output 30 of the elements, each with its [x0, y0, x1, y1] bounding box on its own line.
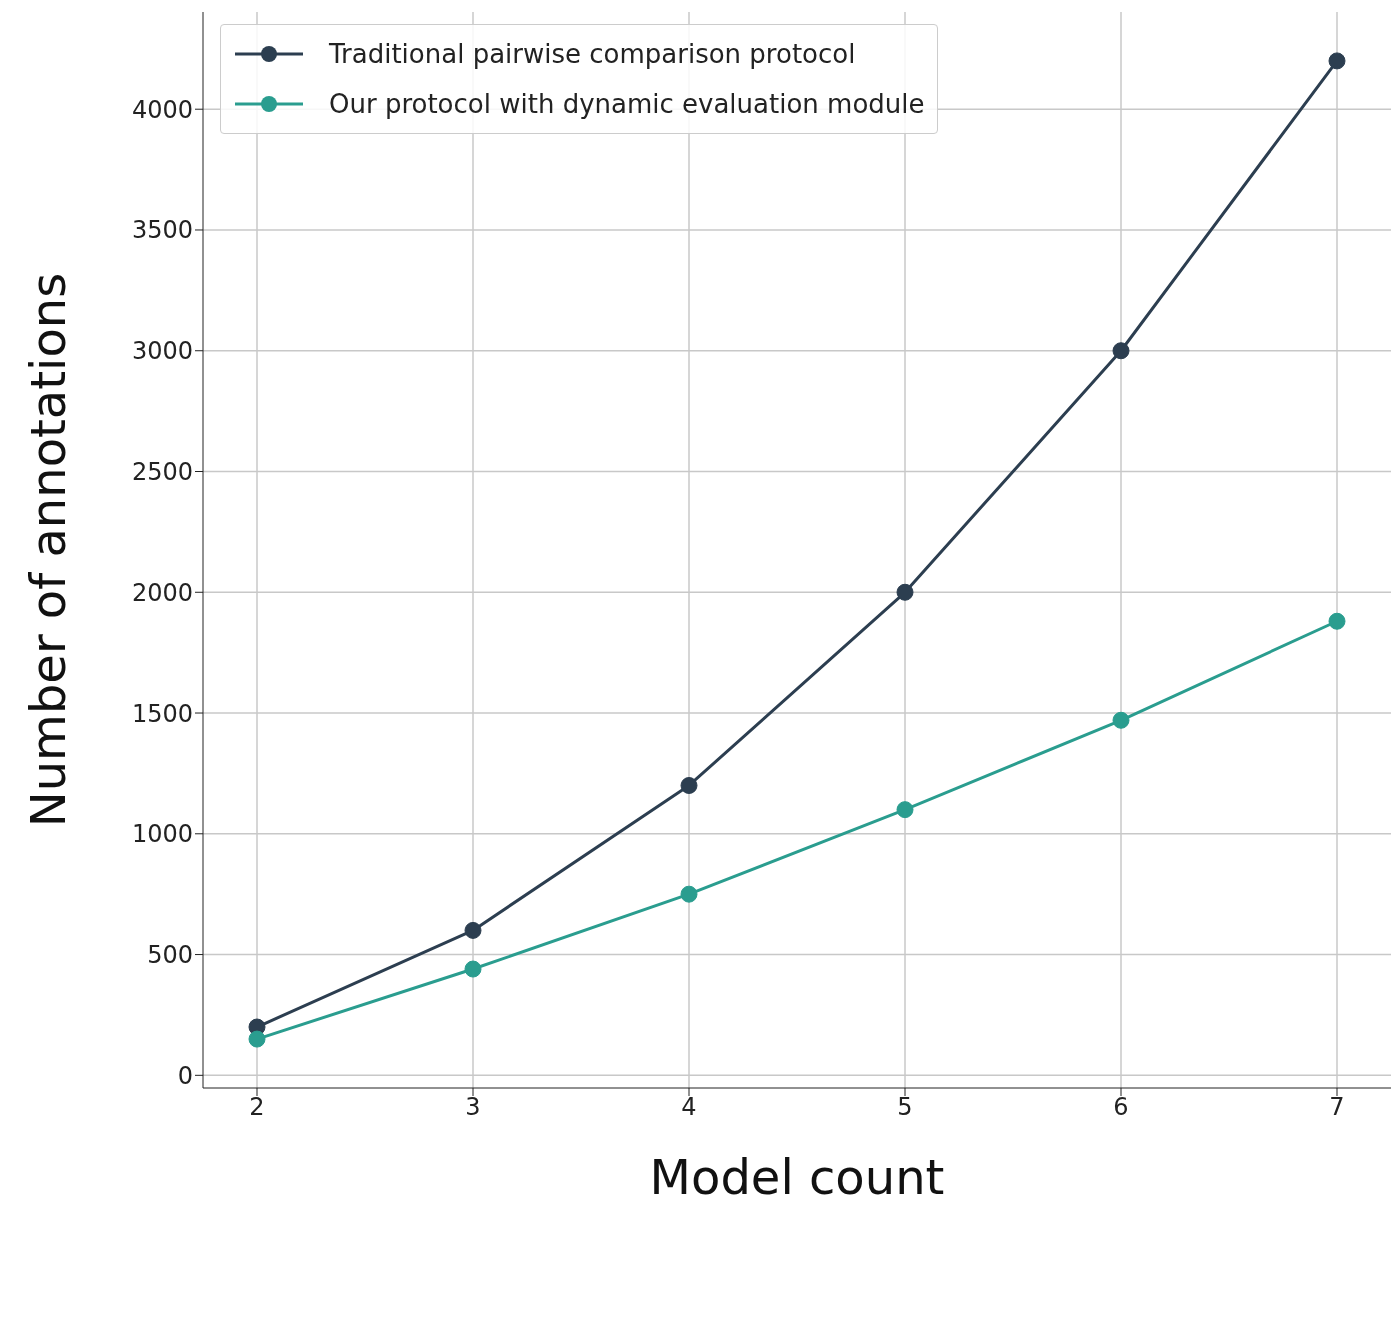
point	[248, 1030, 266, 1048]
x-tick-label: 2	[249, 1093, 265, 1122]
y-tick-label: 500	[147, 941, 193, 970]
x-tick-label: 6	[1113, 1093, 1129, 1122]
y-tick-label: 1500	[131, 699, 193, 728]
point	[1112, 342, 1130, 360]
y-tick-label: 1000	[131, 820, 193, 849]
y-tick-label: 2000	[131, 578, 193, 607]
x-tick-label: 3	[465, 1093, 481, 1122]
y-tick-label: 4000	[131, 95, 193, 124]
point	[1112, 711, 1130, 729]
point	[680, 776, 698, 794]
x-axis-title: Model count	[649, 1149, 945, 1205]
legend-label: Traditional pairwise comparison protocol	[329, 39, 856, 69]
y-tick-label: 3500	[131, 216, 193, 245]
point	[896, 583, 914, 601]
x-tick-label: 5	[897, 1093, 913, 1122]
y-tick-label: 3000	[131, 337, 193, 366]
y-tick-label: 2500	[131, 458, 193, 487]
point	[680, 885, 698, 903]
point	[1328, 52, 1346, 70]
point	[896, 801, 914, 819]
x-tick-label: 7	[1329, 1093, 1345, 1122]
y-axis-title: Number of annotations	[20, 272, 77, 828]
point	[1328, 612, 1346, 630]
point	[464, 960, 482, 978]
y-tick-label: 0	[177, 1061, 193, 1090]
x-tick-label: 4	[681, 1093, 697, 1122]
legend-label: Our protocol with dynamic evaluation module	[329, 89, 925, 119]
point	[464, 921, 482, 939]
